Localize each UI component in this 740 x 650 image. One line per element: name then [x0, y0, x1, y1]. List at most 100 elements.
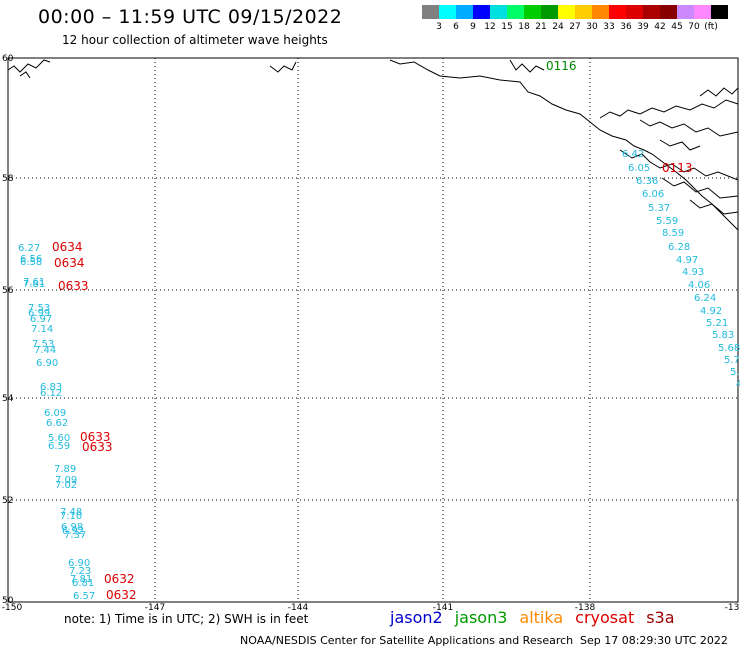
legend-swatch	[507, 5, 524, 19]
credit-source: NOAA/NESDIS Center for Satellite Applica…	[240, 634, 574, 647]
wave-value: 6.28	[668, 242, 690, 253]
satellite-label: s3a	[646, 608, 675, 627]
track-time-label: 0633	[82, 440, 113, 454]
legend-label: 42	[654, 22, 666, 32]
wave-value: 6.06	[642, 189, 664, 200]
satellite-label: jason2	[390, 608, 443, 627]
wave-value: 6.24	[694, 293, 716, 304]
legend-swatch	[541, 5, 558, 19]
legend-label: 70	[688, 22, 700, 32]
wave-value: 7.81	[23, 279, 45, 290]
legend-label: 45	[671, 22, 683, 32]
wave-value: 8.59	[662, 228, 684, 239]
track-time-label: 0633	[80, 430, 111, 444]
legend-swatch	[643, 5, 660, 19]
track-time-label: 0113	[662, 161, 693, 175]
legend-swatch	[456, 5, 473, 19]
legend-swatch	[422, 5, 439, 19]
wave-value: 4.97	[676, 255, 698, 266]
legend-label: 6	[453, 22, 459, 32]
wave-value: 4.92	[700, 306, 722, 317]
wave-value: 6.98	[61, 522, 83, 533]
longitude-label: -138	[575, 603, 596, 613]
wave-value: 6.81	[72, 578, 94, 589]
wave-value: 5.59	[656, 216, 678, 227]
track-time-label: 0116	[546, 59, 577, 73]
longitude-label: -144	[288, 603, 309, 613]
longitude-label: -141	[433, 603, 453, 613]
wave-value: 6.36	[636, 176, 658, 187]
wave-value: 5.	[730, 367, 740, 378]
latitude-label: 54	[2, 394, 14, 404]
page-title: 00:00 – 11:59 UTC 09/15/2022	[38, 6, 343, 28]
longitude-labels: -150 -147 -144 -141 -138 -13	[2, 603, 740, 613]
satellite-label: cryosat	[575, 608, 635, 627]
wave-value: 6.59	[48, 441, 70, 452]
wave-value: 6.42	[622, 149, 644, 160]
credit-timestamp: Sep 17 08:29:30 UTC 2022	[580, 634, 728, 647]
wave-values-west: 6.276.566.587.617.817.536.996.977.147.53…	[18, 243, 95, 602]
legend-label: 36	[620, 22, 632, 32]
legend-label: 9	[470, 22, 476, 32]
wave-value: 6.90	[36, 358, 58, 369]
latitude-labels: 60 58 56 54 52 50	[2, 54, 14, 606]
wave-value: 6.99	[28, 308, 50, 319]
legend-label: 27	[569, 22, 581, 32]
legend-swatch	[626, 5, 643, 19]
satellite-label: jason3	[454, 608, 508, 627]
legend-swatch	[609, 5, 626, 19]
wave-value: 6.58	[20, 257, 42, 268]
longitude-label: -13	[725, 603, 740, 613]
map-frame	[7, 57, 739, 603]
wave-value: 6.09	[44, 408, 66, 419]
wave-value: 6.62	[46, 418, 68, 429]
track-time-label: 0633	[58, 279, 89, 293]
wave-value: 5.68	[718, 343, 740, 354]
legend-swatch	[677, 5, 694, 19]
track-time-label: 0632	[104, 572, 135, 586]
wave-value: 6.12	[40, 388, 62, 399]
wave-value: 7.02	[55, 480, 77, 491]
wave-value: 6.92	[62, 526, 84, 537]
wave-value: 7.48	[60, 507, 82, 518]
legend-label: 12	[484, 22, 496, 32]
wave-value: 6.97	[30, 314, 52, 325]
latitude-label: 52	[2, 496, 13, 506]
wave-value: 7.53	[28, 303, 50, 314]
legend-label: 24	[552, 22, 564, 32]
legend-swatch	[575, 5, 592, 19]
wave-value: 6.83	[40, 382, 62, 393]
longitude-label: -150	[2, 603, 23, 613]
wave-value: 7.53	[32, 339, 54, 350]
wave-value: 7.23	[69, 566, 91, 577]
satellite-label: altika	[519, 608, 564, 627]
legend-swatch	[558, 5, 575, 19]
legend-label: 3	[436, 22, 442, 32]
wave-value: 7.61	[23, 277, 45, 288]
legend-swatch	[660, 5, 677, 19]
wave-value: 7.09	[55, 475, 77, 486]
latitude-label: 56	[2, 286, 14, 296]
legend-label: 15	[501, 22, 513, 32]
wave-value: 5.7	[724, 355, 740, 366]
wave-value: 7.44	[34, 345, 56, 356]
page-subtitle: 12 hour collection of altimeter wave hei…	[62, 33, 328, 47]
legend-swatch	[473, 5, 490, 19]
map-grid	[8, 58, 738, 602]
wave-values-east: 6.42 6.05 6.36 6.06 5.37 5.598.59 6.28 4.974.93…	[622, 149, 740, 390]
wave-value: 5.21	[706, 318, 728, 329]
wave-value: 6.90	[68, 558, 90, 569]
wave-value: 7.14	[31, 324, 53, 335]
track-time-label: 0632	[106, 588, 137, 602]
wave-value: 4.93	[682, 267, 704, 278]
wave-value: 4.06	[688, 280, 710, 291]
track-time-label: 0634	[54, 256, 85, 270]
legend-swatch	[490, 5, 507, 19]
wave-value: 7.81	[70, 574, 92, 585]
legend-label: 33	[603, 22, 615, 32]
legend-label: (ft)	[704, 22, 718, 32]
legend-label: 21	[535, 22, 547, 32]
wave-value: 6.57	[73, 591, 95, 602]
legend-swatch	[694, 5, 711, 19]
